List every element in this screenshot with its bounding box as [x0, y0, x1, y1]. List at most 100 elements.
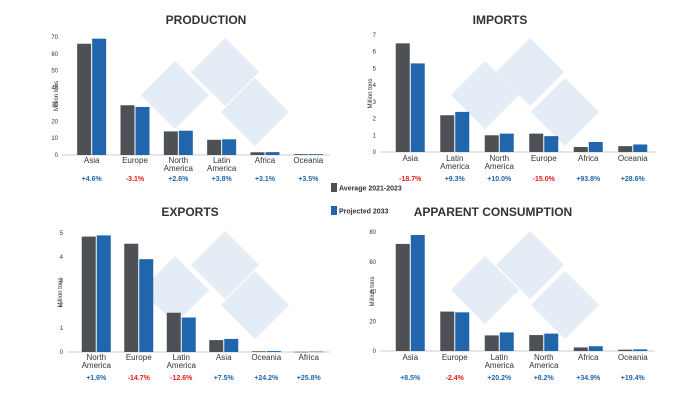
- bar-projected-africa: [588, 141, 603, 152]
- change-percent-label: +20.2%: [487, 375, 512, 382]
- bar-projected-oceania: [308, 154, 323, 155]
- bar-projected-latin-america: [455, 111, 470, 152]
- bar-average-north-america: [163, 131, 178, 155]
- category-label: Africa: [578, 353, 599, 362]
- y-tick-label: 60: [51, 52, 58, 58]
- y-tick-label: 5: [373, 66, 377, 72]
- watermark-diamond: [451, 256, 519, 324]
- y-tick-label: 1: [60, 326, 64, 332]
- y-tick-label: 20: [369, 319, 376, 325]
- category-label: Oceania: [251, 353, 281, 362]
- y-tick-label: 3: [373, 100, 377, 106]
- change-percent-label: +8.5%: [400, 375, 421, 382]
- bar-average-oceania: [293, 154, 308, 155]
- bar-average-europe: [529, 133, 544, 152]
- y-tick-label: 0: [60, 350, 64, 356]
- bar-projected-latin-america: [499, 332, 514, 351]
- category-label: Africa: [578, 154, 599, 163]
- change-percent-label: +19.4%: [621, 375, 646, 382]
- category-label: Asia: [402, 154, 418, 163]
- chart-panel-apparent-consumption: APPARENT CONSUMPTION Million tons 0 20 40 60 8…: [369, 205, 655, 382]
- bar-projected-latin-america: [181, 317, 196, 352]
- watermark-diamond: [141, 61, 209, 129]
- legend-label-average: Average 2021-2023: [339, 186, 402, 193]
- bar-projected-africa: [588, 346, 603, 351]
- category-label: Oceania: [618, 353, 648, 362]
- y-tick-label: 5: [60, 231, 64, 237]
- category-label: Oceania: [618, 154, 648, 163]
- category-label: Africa: [299, 353, 320, 362]
- y-tick-label: 0: [55, 153, 59, 159]
- chart-title: IMPORTS: [473, 13, 528, 27]
- bar-average-africa: [573, 146, 588, 152]
- chart-title: PRODUCTION: [166, 13, 247, 27]
- y-tick-label: 60: [369, 260, 376, 266]
- y-tick-label: 70: [51, 35, 58, 41]
- change-percent-label: -18.7%: [399, 176, 422, 183]
- y-tick-label: 6: [373, 50, 377, 56]
- change-percent-label: +2.6%: [168, 176, 189, 183]
- bar-projected-europe: [135, 106, 150, 155]
- y-tick-label: 80: [369, 230, 376, 236]
- legend: Average 2021-2023 Projected 2033: [331, 183, 402, 216]
- bar-projected-north-america: [96, 235, 111, 352]
- bar-projected-north-america: [544, 333, 559, 351]
- bar-projected-africa: [265, 152, 280, 155]
- change-percent-label: +8.2%: [534, 375, 555, 382]
- bar-projected-oceania: [266, 351, 281, 352]
- watermark-diamond: [191, 38, 259, 106]
- chart-panel-imports: IMPORTS Million tons 0 1 2 3 4 5 6 7 Asia -18.7% Lat…: [368, 13, 655, 183]
- category-label: North America: [485, 154, 515, 171]
- bar-average-latin-america: [484, 335, 499, 351]
- y-tick-label: 7: [373, 33, 377, 39]
- bar-average-asia: [77, 43, 92, 155]
- bar-average-asia: [395, 43, 410, 152]
- watermark-diamond: [496, 38, 564, 106]
- watermark-diamond: [221, 271, 289, 339]
- category-label: Europe: [442, 353, 468, 362]
- bar-average-oceania: [618, 349, 633, 351]
- change-percent-label: -15.0%: [533, 176, 556, 183]
- y-tick-label: 20: [51, 119, 58, 125]
- change-percent-label: +1.6%: [86, 375, 107, 382]
- y-axis-label: Million tons: [54, 81, 60, 111]
- y-tick-label: 10: [51, 136, 58, 142]
- legend-label-projected: Projected 2033: [339, 209, 389, 216]
- change-percent-label: +28.6%: [621, 176, 646, 183]
- bar-projected-north-america: [499, 133, 514, 152]
- bar-projected-africa: [309, 351, 324, 353]
- bar-average-north-america: [484, 135, 499, 152]
- bar-average-north-america: [529, 335, 544, 351]
- y-axis-label: Million tons: [368, 78, 374, 108]
- y-axis-label: Million tons: [370, 276, 376, 306]
- bar-average-north-america: [81, 236, 96, 352]
- y-axis-label: Million tons: [58, 277, 64, 307]
- watermark-diamond: [496, 231, 564, 299]
- bar-average-europe: [124, 243, 139, 352]
- change-percent-label: -12.6%: [170, 375, 193, 382]
- change-percent-label: +24.2%: [254, 375, 279, 382]
- bar-average-oceania: [618, 146, 633, 152]
- category-label: Latin America: [485, 353, 515, 370]
- change-percent-label: -2.4%: [446, 375, 465, 382]
- bar-projected-europe: [544, 136, 559, 152]
- y-tick-label: 40: [51, 86, 58, 92]
- y-tick-label: 0: [373, 150, 377, 156]
- bar-projected-oceania: [633, 349, 648, 351]
- watermark-diamond: [191, 231, 259, 299]
- change-percent-label: +4.6%: [82, 176, 103, 183]
- change-percent-label: +3.5%: [298, 176, 319, 183]
- bar-average-latin-america: [440, 115, 455, 152]
- bar-projected-europe: [455, 312, 470, 351]
- change-percent-label: +3.8%: [212, 176, 233, 183]
- category-label: Europe: [122, 156, 148, 165]
- y-tick-label: 2: [373, 117, 377, 123]
- change-percent-label: -14.7%: [128, 375, 151, 382]
- change-percent-label: -3.1%: [126, 176, 145, 183]
- y-tick-label: 1: [373, 133, 377, 139]
- category-label: Europe: [531, 154, 557, 163]
- bar-projected-asia: [92, 38, 107, 155]
- y-tick-label: 4: [373, 83, 377, 89]
- watermark-diamond: [141, 256, 209, 324]
